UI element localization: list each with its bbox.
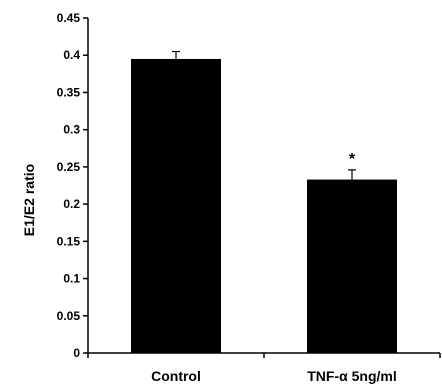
x-tick-label: TNF-α 5ng/ml <box>307 368 397 384</box>
y-tick-label: 0.2 <box>63 197 80 211</box>
y-tick-label: 0.05 <box>57 309 81 323</box>
y-tick-label: 0 <box>73 346 80 360</box>
y-tick-label: 0.1 <box>63 272 80 286</box>
y-tick-label: 0.15 <box>57 234 81 248</box>
y-tick-label: 0.4 <box>63 48 80 62</box>
y-axis-label: E1/E2 ratio <box>21 164 37 236</box>
y-tick-label: 0.45 <box>57 11 81 25</box>
y-tick-label: 0.35 <box>57 85 81 99</box>
x-tick-label: Control <box>151 368 201 384</box>
bar-1 <box>307 179 397 353</box>
x-axis: Control TNF-α 5ng/ml <box>87 352 441 384</box>
y-tick-label: 0.3 <box>63 123 80 137</box>
bar-0 <box>131 58 221 353</box>
y-axis: 0 0.05 0.1 0.15 0.2 0.25 0.3 0.35 0.4 0.45 <box>57 11 89 360</box>
y-tick-label: 0.25 <box>57 160 81 174</box>
significance-marker: * <box>349 151 356 168</box>
bars: * <box>131 50 397 353</box>
